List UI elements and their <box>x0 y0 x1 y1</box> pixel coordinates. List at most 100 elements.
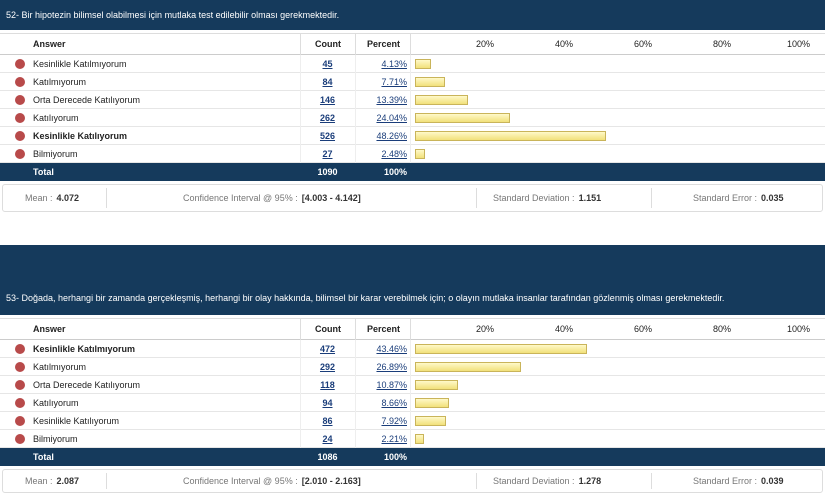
col-count: Count <box>315 324 341 334</box>
col-divider <box>410 127 411 145</box>
col-divider <box>300 412 301 430</box>
stat: Confidence Interval @ 95% : [4.003 - 4.14… <box>183 185 361 211</box>
answer-row: Bilmiyorum 27 2.48% <box>0 145 825 163</box>
scale-tick-label: 100% <box>786 39 810 49</box>
col-divider <box>300 319 301 341</box>
col-divider <box>300 145 301 163</box>
percent-bar <box>415 380 458 390</box>
stat: Standard Error :0.039 <box>693 470 784 492</box>
col-divider <box>410 412 411 430</box>
col-count: Count <box>315 39 341 49</box>
stat-value: 1.151 <box>578 193 602 203</box>
question-title: 52- Bir hipotezin bilimsel olabilmesi iç… <box>6 10 340 20</box>
percent-bar <box>415 77 446 87</box>
col-divider <box>300 55 301 73</box>
count-link[interactable]: 84 <box>322 77 333 87</box>
scale-tick-label: 80% <box>712 324 731 334</box>
answer-row: Bilmiyorum 24 2.21% <box>0 430 825 448</box>
stats-bar: Mean :4.072 Confidence Interval @ 95% : [4… <box>2 184 823 212</box>
count-link[interactable]: 472 <box>319 344 336 354</box>
col-divider <box>355 91 356 109</box>
scale-tick-label: 60% <box>633 324 652 334</box>
col-divider <box>300 91 301 109</box>
stat-divider <box>651 188 652 208</box>
row-icon <box>15 434 25 444</box>
col-divider <box>410 55 411 73</box>
count-link[interactable]: 526 <box>319 131 336 141</box>
col-divider <box>300 340 301 358</box>
stat-label: Confidence Interval @ 95% : <box>183 193 298 203</box>
column-header: Answer Count Percent 20% 40% 60% 80% 100% <box>0 33 825 56</box>
percent-label: 13.39% <box>376 95 407 105</box>
answer-label: Kesinlikle Katılmıyorum <box>33 59 127 69</box>
percent-bar <box>415 149 425 159</box>
col-divider <box>410 91 411 109</box>
stat: Standard Deviation :1.151 <box>493 185 601 211</box>
percent-label: 4.13% <box>381 59 407 69</box>
percent-label: 2.21% <box>381 434 407 444</box>
count-link[interactable]: 146 <box>319 95 336 105</box>
col-divider <box>410 319 411 341</box>
col-divider <box>300 394 301 412</box>
stat-label: Mean : <box>25 193 53 203</box>
scale-tick-label: 20% <box>475 324 494 334</box>
row-icon <box>15 149 25 159</box>
count-link[interactable]: 24 <box>322 434 333 444</box>
answer-row: Kesinlikle Katılmıyorum 45 4.13% <box>0 55 825 73</box>
col-divider <box>410 340 411 358</box>
col-divider <box>355 376 356 394</box>
col-divider <box>410 394 411 412</box>
answer-row: Kesinlikle Katılıyorum 86 7.92% <box>0 412 825 430</box>
row-icon <box>15 59 25 69</box>
col-divider <box>300 73 301 91</box>
col-divider <box>355 340 356 358</box>
total-row: Total 1090 100% <box>0 163 825 181</box>
count-link[interactable]: 292 <box>319 362 336 372</box>
col-divider <box>300 358 301 376</box>
answer-row: Orta Derecede Katılıyorum 146 13.39% <box>0 91 825 109</box>
total-count: 1090 <box>317 167 338 177</box>
column-header: Answer Count Percent 20% 40% 60% 80% 100% <box>0 318 825 341</box>
answer-label: Katılmıyorum <box>33 362 87 372</box>
scale-tick-label: 40% <box>554 39 573 49</box>
row-icon <box>15 398 25 408</box>
count-link[interactable]: 94 <box>322 398 333 408</box>
row-icon <box>15 344 25 354</box>
row-icon <box>15 77 25 87</box>
stat-divider <box>106 473 107 489</box>
stat: Mean :2.087 <box>25 470 79 492</box>
col-divider <box>410 430 411 448</box>
count-link[interactable]: 27 <box>322 149 333 159</box>
percent-label: 2.48% <box>381 149 407 159</box>
percent-label: 10.87% <box>376 380 407 390</box>
question-header: 53- Doğada, herhangi bir zamanda gerçekl… <box>0 245 825 315</box>
stat-divider <box>106 188 107 208</box>
percent-label: 7.71% <box>381 77 407 87</box>
col-divider <box>300 127 301 145</box>
answer-row: Orta Derecede Katılıyorum 118 10.87% <box>0 376 825 394</box>
question-header: 52- Bir hipotezin bilimsel olabilmesi iç… <box>0 0 825 30</box>
answer-row: Katılmıyorum 84 7.71% <box>0 73 825 91</box>
row-icon <box>15 131 25 141</box>
col-divider <box>410 109 411 127</box>
scale-tick-label: 20% <box>475 39 494 49</box>
col-percent: Percent <box>367 39 401 49</box>
col-divider <box>300 376 301 394</box>
col-divider <box>355 145 356 163</box>
count-link[interactable]: 45 <box>322 59 333 69</box>
row-icon <box>15 380 25 390</box>
stat-label: Standard Error : <box>693 193 758 203</box>
col-divider <box>300 430 301 448</box>
stat-divider <box>476 473 477 489</box>
count-link[interactable]: 118 <box>320 380 335 390</box>
percent-label: 24.04% <box>376 113 407 123</box>
total-count: 1086 <box>317 452 338 462</box>
percent-bar <box>415 131 606 141</box>
percent-label: 48.26% <box>376 131 407 141</box>
count-link[interactable]: 262 <box>319 113 336 123</box>
count-link[interactable]: 86 <box>322 416 333 426</box>
stats-bar: Mean :2.087 Confidence Interval @ 95% : [2… <box>2 469 823 493</box>
percent-bar <box>415 362 522 372</box>
stat-divider <box>476 188 477 208</box>
